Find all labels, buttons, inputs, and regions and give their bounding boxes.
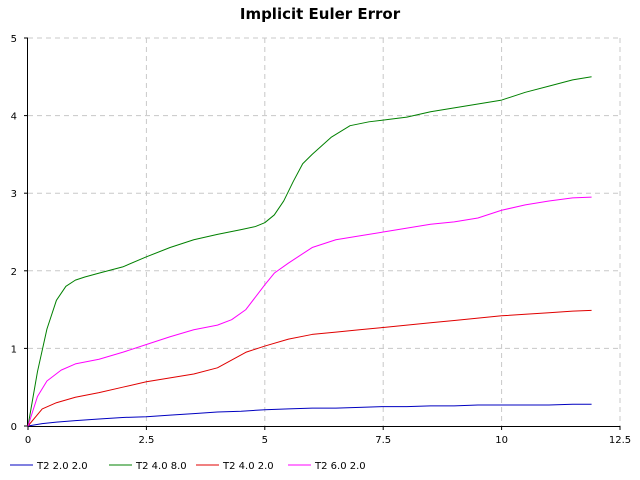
x-axis-ticks: 0 2.5 5 7.5 10 12.5 xyxy=(25,426,631,446)
series-line-1 xyxy=(27,403,592,427)
y-tick-label: 0 xyxy=(11,422,17,433)
legend-label-4: T2 6.0 2.0 xyxy=(314,461,366,472)
y-tick-label: 3 xyxy=(11,189,17,200)
grid-lines xyxy=(28,37,621,426)
x-tick-label: 5 xyxy=(262,435,268,446)
axes xyxy=(27,38,620,427)
y-tick-label: 4 xyxy=(11,112,17,123)
legend-label-3: T2 4.0 2.0 xyxy=(222,461,274,472)
series-line-4 xyxy=(27,196,592,427)
x-tick-label: 2.5 xyxy=(138,435,154,446)
x-tick-label: 12.5 xyxy=(609,435,631,446)
chart-title: Implicit Euler Error xyxy=(240,5,401,23)
y-tick-label: 5 xyxy=(11,34,17,45)
y-tick-label: 1 xyxy=(11,344,17,355)
series-line-2 xyxy=(27,76,592,427)
series-line-3 xyxy=(27,309,592,427)
legend: T2 2.0 2.0 T2 4.0 8.0 T2 4.0 2.0 T2 6.0 2.0 xyxy=(10,461,366,472)
x-tick-label: 0 xyxy=(25,435,31,446)
legend-label-2: T2 4.0 8.0 xyxy=(135,461,187,472)
y-tick-label: 2 xyxy=(11,267,17,278)
series-lines xyxy=(27,76,592,427)
y-axis-ticks: 0 1 2 3 4 5 xyxy=(11,34,28,433)
x-tick-label: 10 xyxy=(495,435,508,446)
legend-label-1: T2 2.0 2.0 xyxy=(36,461,88,472)
x-tick-label: 7.5 xyxy=(375,435,391,446)
